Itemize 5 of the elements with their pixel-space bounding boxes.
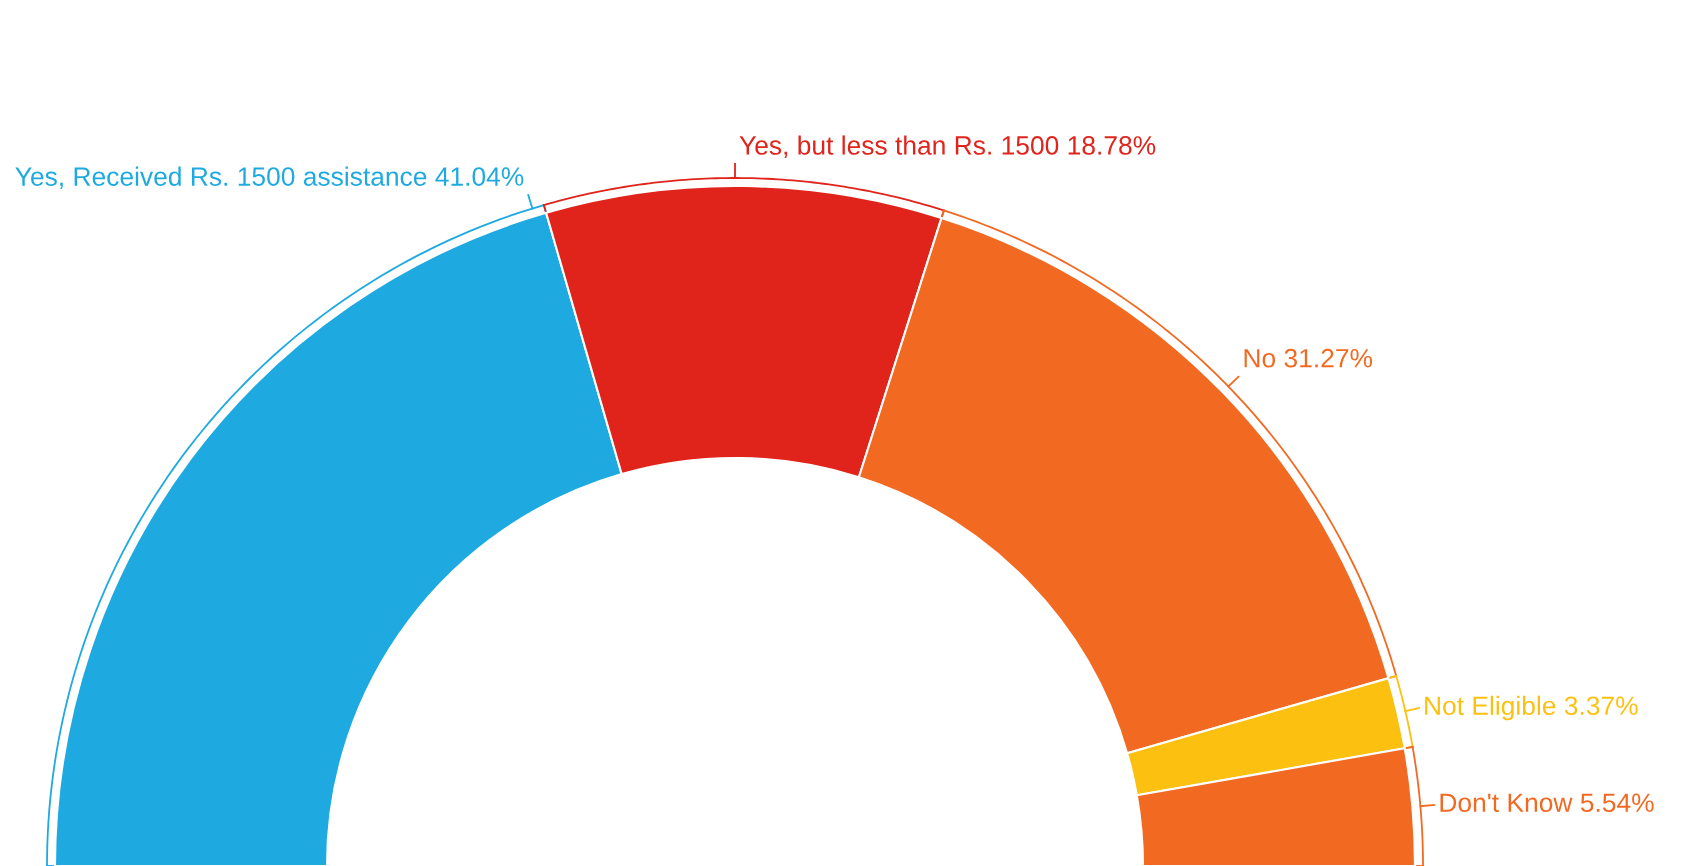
slice-label: No 31.27% — [1244, 348, 1373, 368]
slice-label: Yes, Received Rs. 1500 assistance 41.04% — [15, 166, 524, 190]
slice-label: Don't Know 5.54% — [1440, 793, 1654, 813]
slice-label: Not Eligible 3.37% — [1425, 695, 1638, 721]
slice-label: Yes, but less than Rs. 1500 18.78% — [739, 135, 1156, 158]
